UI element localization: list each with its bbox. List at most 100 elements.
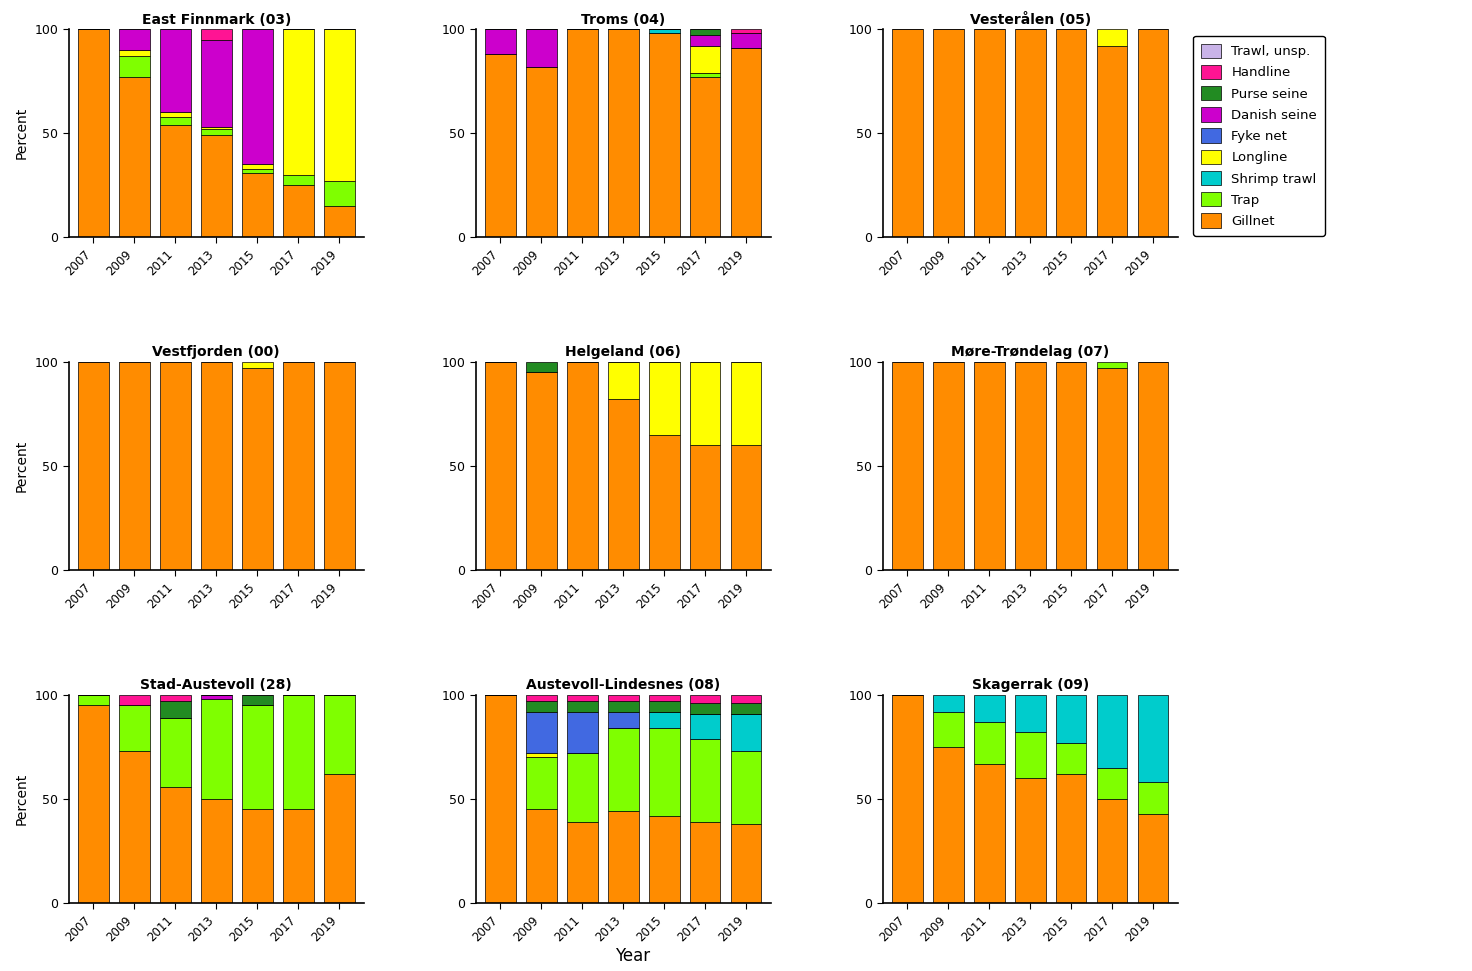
Bar — [690, 362, 720, 446]
Bar — [1014, 362, 1045, 570]
Bar — [608, 812, 639, 903]
Bar — [1097, 362, 1128, 368]
Bar — [690, 77, 720, 237]
Y-axis label: Percent: Percent — [15, 440, 29, 492]
Bar — [1138, 29, 1169, 237]
Bar — [892, 695, 923, 903]
Bar — [526, 753, 556, 757]
Bar — [119, 50, 150, 56]
Bar — [526, 67, 556, 237]
Bar — [649, 695, 680, 701]
Bar — [690, 821, 720, 903]
Bar — [202, 799, 231, 903]
Bar — [324, 206, 355, 237]
Bar — [119, 695, 150, 705]
Bar — [119, 29, 150, 50]
Bar — [730, 695, 761, 703]
Bar — [526, 701, 556, 712]
Bar — [730, 33, 761, 48]
Bar — [1097, 695, 1128, 768]
Bar — [933, 29, 964, 237]
Bar — [690, 29, 720, 35]
Title: Skagerrak (09): Skagerrak (09) — [972, 679, 1089, 692]
Bar — [690, 73, 720, 77]
Bar — [484, 695, 515, 903]
Bar — [730, 48, 761, 237]
Bar — [1055, 695, 1086, 743]
Bar — [160, 718, 191, 787]
Bar — [649, 29, 680, 33]
Bar — [1014, 732, 1045, 778]
Bar — [649, 701, 680, 712]
Bar — [526, 362, 556, 373]
Bar — [202, 29, 231, 40]
Bar — [1014, 29, 1045, 237]
Bar — [283, 362, 314, 570]
Bar — [567, 821, 598, 903]
Bar — [690, 714, 720, 739]
Bar — [1097, 29, 1128, 46]
Title: Helgeland (06): Helgeland (06) — [565, 346, 682, 359]
Bar — [119, 56, 150, 77]
Bar — [526, 695, 556, 701]
Bar — [1055, 29, 1086, 237]
Bar — [202, 129, 231, 135]
Bar — [1055, 743, 1086, 774]
Bar — [730, 362, 761, 446]
Title: Møre-Trøndelag (07): Møre-Trøndelag (07) — [951, 346, 1110, 359]
Bar — [119, 362, 150, 570]
Bar — [608, 399, 639, 570]
Bar — [283, 175, 314, 185]
Bar — [119, 77, 150, 237]
Bar — [567, 362, 598, 570]
Bar — [484, 362, 515, 570]
Bar — [730, 446, 761, 570]
Bar — [933, 695, 964, 712]
Title: Vesterålen (05): Vesterålen (05) — [970, 12, 1091, 26]
Bar — [160, 29, 191, 113]
Bar — [526, 712, 556, 753]
Title: Troms (04): Troms (04) — [581, 13, 665, 26]
Bar — [202, 362, 231, 570]
Bar — [1138, 695, 1169, 783]
Bar — [324, 181, 355, 206]
Bar — [1138, 814, 1169, 903]
Bar — [1097, 768, 1128, 799]
Bar — [202, 40, 231, 127]
Title: Stad-Austevoll (28): Stad-Austevoll (28) — [140, 679, 291, 692]
Bar — [892, 362, 923, 570]
Bar — [119, 705, 150, 752]
Bar — [1097, 46, 1128, 237]
Bar — [567, 701, 598, 712]
Bar — [649, 712, 680, 728]
Bar — [608, 712, 639, 728]
Bar — [649, 362, 680, 435]
Bar — [78, 705, 109, 903]
Bar — [690, 695, 720, 703]
Bar — [608, 701, 639, 712]
Bar — [283, 29, 314, 175]
Bar — [974, 362, 1004, 570]
Bar — [690, 739, 720, 821]
Bar — [974, 722, 1004, 763]
Bar — [690, 35, 720, 46]
Bar — [608, 728, 639, 812]
Bar — [526, 373, 556, 570]
Bar — [730, 824, 761, 903]
Bar — [892, 29, 923, 237]
Bar — [730, 29, 761, 33]
Bar — [160, 787, 191, 903]
Bar — [78, 695, 109, 705]
Bar — [567, 753, 598, 821]
Bar — [1055, 362, 1086, 570]
Bar — [933, 712, 964, 747]
Bar — [160, 113, 191, 117]
Title: Austevoll-Lindesnes (08): Austevoll-Lindesnes (08) — [526, 679, 720, 692]
Bar — [202, 127, 231, 129]
Bar — [567, 29, 598, 237]
Bar — [608, 29, 639, 237]
Bar — [241, 173, 272, 237]
Bar — [283, 810, 314, 903]
Bar — [160, 125, 191, 237]
Bar — [974, 29, 1004, 237]
